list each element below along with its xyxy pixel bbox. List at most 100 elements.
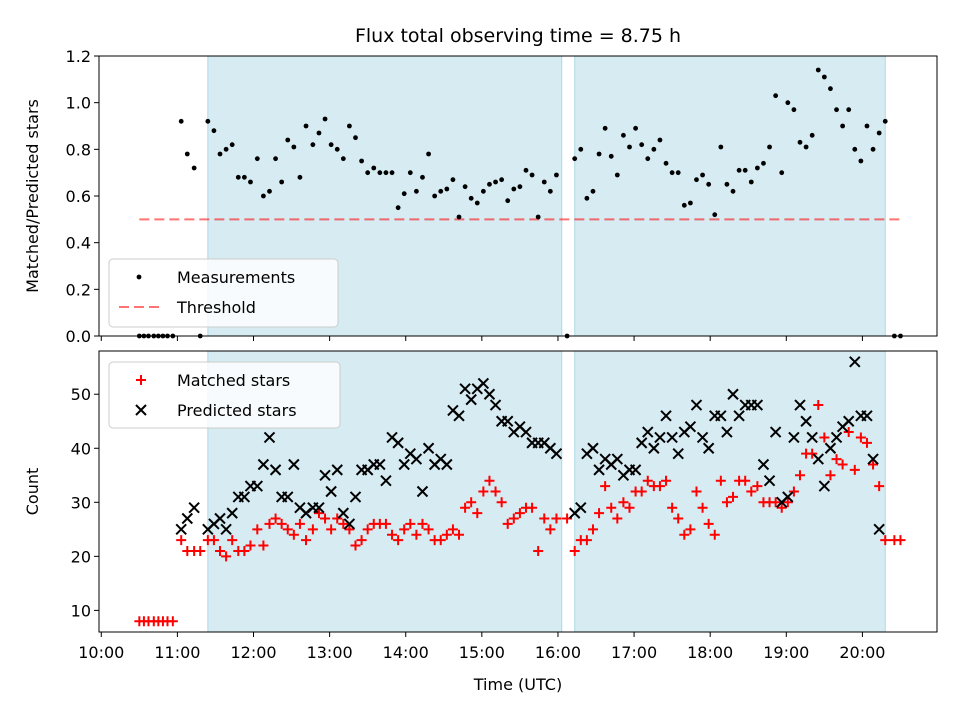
matched-star-point: [221, 551, 232, 562]
matched-star-point: [849, 464, 860, 475]
matched-star-point: [527, 502, 538, 513]
measurement-point: [803, 144, 809, 150]
x-axis-label: Time (UTC): [473, 675, 562, 694]
measurement-point: [852, 146, 858, 152]
predicted-star-point: [575, 502, 587, 514]
measurement-point: [347, 123, 352, 129]
matched-star-point: [788, 486, 799, 497]
measurement-point: [340, 156, 346, 162]
measurement-point: [223, 146, 229, 152]
measurement-point: [420, 174, 425, 180]
measurement-point: [297, 174, 303, 180]
measurement-point: [584, 195, 590, 201]
matched-star-point: [276, 518, 287, 529]
predicted-star-point: [374, 458, 386, 471]
measurement-point: [657, 137, 663, 143]
measurement-point: [438, 188, 444, 194]
matched-star-point: [208, 535, 219, 546]
matched-star-point: [167, 616, 178, 627]
predicted-star-point: [550, 447, 563, 460]
matched-star-point: [350, 540, 361, 551]
matched-star-point: [697, 502, 708, 513]
measurement-point: [675, 170, 681, 176]
x-tick-label: 20:00: [839, 643, 885, 662]
legend-predicted-marker: [135, 404, 147, 416]
predicted-star-point: [666, 431, 678, 444]
measurement-point: [700, 172, 705, 178]
measurement-point: [395, 205, 401, 211]
x-tick-label: 13:00: [307, 643, 353, 662]
matched-star-point: [387, 529, 398, 540]
matched-star-point: [551, 513, 562, 524]
x-tick-label: 19:00: [763, 643, 809, 662]
matched-star-point: [245, 540, 256, 551]
predicted-star-point: [769, 426, 782, 438]
matched-star-point: [545, 524, 556, 535]
y-tick-label: 20: [71, 547, 91, 566]
matched-star-point: [606, 502, 617, 513]
predicted-star-point: [175, 523, 187, 536]
predicted-star-point: [721, 426, 733, 438]
matched-star-point: [320, 513, 331, 524]
y-tick-label: 1.2: [66, 47, 91, 66]
observing-window: [574, 350, 886, 633]
y-tick-label: 40: [71, 439, 91, 458]
predicted-star-point: [410, 453, 423, 465]
matched-star-point: [703, 518, 714, 529]
matched-star-point: [569, 545, 580, 556]
matched-star-point: [642, 475, 653, 486]
measurement-point: [694, 177, 699, 183]
matched-star-point: [417, 518, 428, 529]
measurement-point: [291, 144, 297, 150]
measurement-point: [359, 158, 364, 164]
matched-star-point: [282, 524, 293, 535]
matched-star-point: [624, 502, 635, 513]
matched-star-point: [435, 535, 446, 546]
measurement-point: [864, 123, 870, 129]
matched-star-point: [819, 432, 830, 443]
matched-star-point: [868, 459, 879, 470]
matched-star-point: [740, 475, 751, 486]
matched-star-point: [405, 518, 416, 529]
predicted-star-point: [489, 399, 502, 411]
matched-star-point: [861, 437, 872, 448]
matched-star-point: [264, 518, 275, 529]
y-tick-label: 1.0: [66, 94, 91, 113]
predicted-star-point: [349, 491, 362, 503]
matched-star-point: [393, 535, 404, 546]
predicted-star-point: [684, 420, 697, 433]
matched-star-point: [496, 497, 507, 508]
legend-measurement-marker: [136, 274, 142, 280]
predicted-star-point: [818, 480, 831, 492]
legend-box: [108, 258, 339, 328]
measurement-point: [596, 151, 602, 157]
predicted-star-point: [660, 410, 672, 422]
matched-star-point: [721, 497, 732, 508]
y-tick-label: 0.6: [66, 187, 91, 206]
measurement-point: [184, 151, 190, 157]
measurement-point: [767, 144, 772, 150]
measurement-point: [876, 130, 882, 136]
x-tick-label: 10:00: [78, 643, 124, 662]
measurement-point: [736, 167, 742, 173]
predicted-star-point: [629, 464, 642, 476]
matched-star-point: [715, 475, 726, 486]
measurement-point: [322, 116, 328, 122]
measurement-point: [669, 170, 675, 176]
matched-star-point: [258, 540, 269, 551]
predicted-star-point: [483, 388, 496, 400]
y-axis-label: Matched/Predicted stars: [23, 99, 42, 293]
measurement-point: [828, 86, 833, 92]
y-tick-label: 50: [71, 385, 91, 404]
matched-star-point: [782, 497, 793, 508]
measurement-point: [742, 167, 748, 173]
measurement-point: [365, 170, 371, 176]
matched-star-point: [380, 518, 391, 529]
predicted-star-point: [238, 491, 251, 503]
matched-star-point: [636, 486, 647, 497]
measurement-point: [870, 146, 876, 152]
matched-star-point: [825, 470, 836, 481]
matched-star-point: [215, 545, 226, 556]
legend-label: Predicted stars: [177, 401, 297, 420]
measurement-point: [432, 193, 438, 199]
